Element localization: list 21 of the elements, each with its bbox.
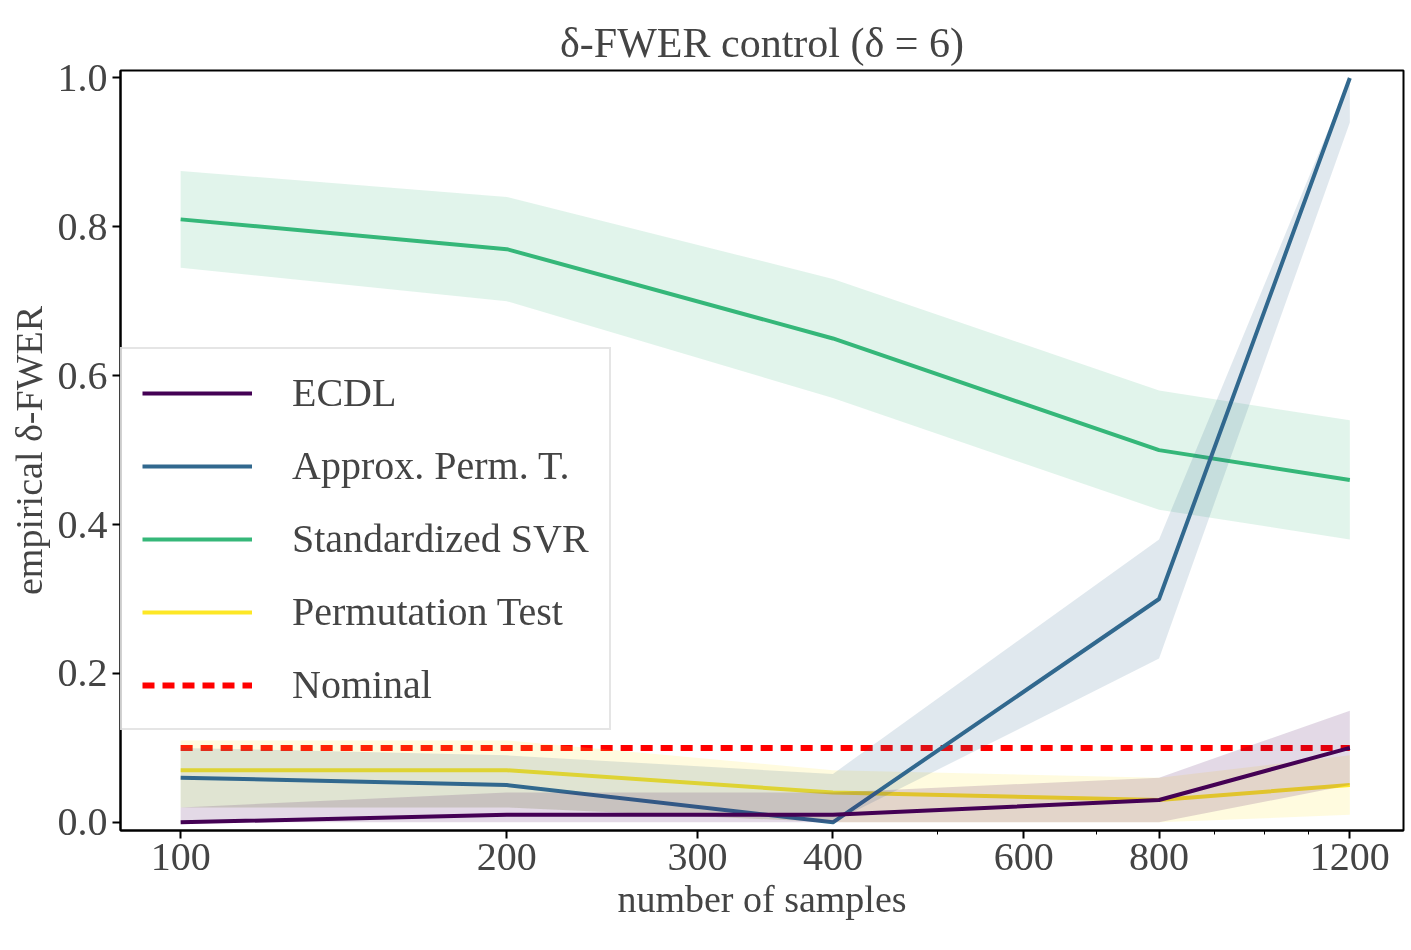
x-tick-label: 300 [667, 833, 728, 879]
y-tick-label: 0.2 [57, 650, 108, 696]
x-tick-label: 400 [802, 833, 863, 879]
x-tick-label: 800 [1129, 833, 1190, 879]
legend-label: Permutation Test [292, 588, 563, 635]
y-tick-label: 0.4 [57, 501, 108, 547]
y-tick-label: 1.0 [57, 54, 108, 100]
x-axis-title: number of samples [617, 877, 907, 920]
y-tick-label: 0.8 [57, 203, 108, 249]
x-tick-label: 1200 [1309, 833, 1390, 879]
legend-label: Nominal [292, 661, 432, 708]
x-tick-label: 200 [476, 833, 537, 879]
y-tick-label: 0.0 [57, 799, 108, 845]
y-axis-title: empirical δ-FWER [7, 305, 50, 596]
y-tick-label: 0.6 [57, 352, 108, 398]
legend-label: Approx. Perm. T. [292, 442, 570, 489]
legend-label: Standardized SVR [292, 515, 589, 562]
legend-label: ECDL [292, 369, 397, 416]
x-tick-label: 600 [993, 833, 1054, 879]
x-tick-label: 100 [150, 833, 211, 879]
chart-title: δ-FWER control (δ = 6) [560, 19, 964, 67]
